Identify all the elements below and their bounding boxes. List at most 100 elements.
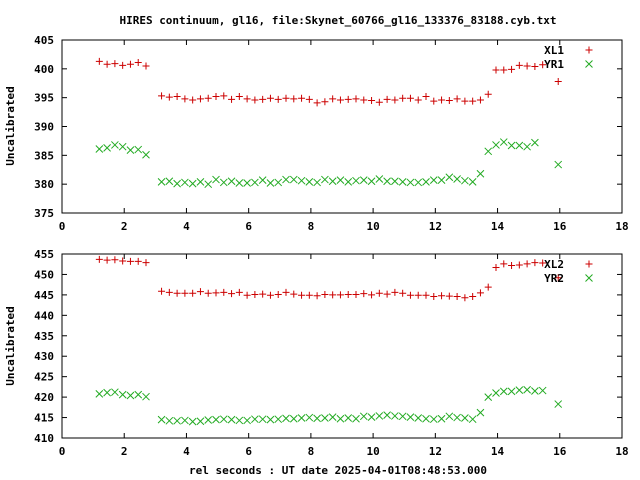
data-point: [476, 169, 485, 178]
x-tick-label: 8: [308, 220, 315, 233]
data-point: [313, 414, 321, 423]
data-point: [305, 178, 314, 186]
x-tick-label: 2: [121, 445, 128, 458]
y-tick-label: 425: [34, 371, 54, 384]
data-point: [523, 62, 531, 70]
data-point: [235, 416, 244, 425]
data-point: [189, 96, 197, 104]
data-point: [453, 95, 461, 103]
data-point: [119, 61, 127, 69]
x-tick-label: 14: [491, 445, 505, 458]
data-point: [243, 95, 251, 103]
data-point: [243, 179, 251, 187]
data-point: [321, 175, 329, 184]
data-point: [383, 290, 391, 298]
data-point: [274, 415, 283, 424]
data-point: [157, 178, 166, 186]
data-point: [95, 389, 104, 398]
data-point: [399, 94, 407, 102]
data-point: [391, 96, 399, 104]
data-point: [321, 290, 329, 298]
data-point: [515, 261, 523, 269]
data-point: [173, 93, 181, 101]
data-point: [313, 292, 321, 300]
data-point: [508, 261, 516, 269]
data-point: [515, 386, 524, 395]
data-point: [367, 177, 376, 186]
x-tick-label: 0: [59, 445, 66, 458]
data-point: [391, 177, 399, 186]
legend-label: YR2: [544, 272, 564, 285]
data-point: [289, 175, 298, 184]
data-point: [258, 176, 267, 184]
data-point: [282, 175, 290, 184]
data-point: [196, 95, 204, 103]
data-point: [461, 414, 469, 422]
data-point: [228, 290, 236, 298]
data-point: [181, 416, 189, 425]
data-point: [134, 145, 143, 154]
data-point: [383, 177, 391, 186]
data-point: [453, 413, 461, 422]
x-tick-label: 10: [366, 220, 379, 233]
data-point: [406, 94, 414, 102]
data-point: [484, 283, 492, 291]
data-point: [111, 141, 119, 149]
data-point: [282, 288, 290, 296]
data-point: [142, 62, 150, 70]
data-point: [181, 95, 189, 103]
data-point: [142, 259, 150, 267]
data-point: [375, 289, 383, 297]
data-point: [422, 178, 430, 186]
data-point: [360, 290, 368, 298]
data-point: [352, 414, 360, 423]
data-point: [437, 414, 446, 423]
data-point: [414, 291, 422, 299]
data-point: [414, 414, 423, 422]
data-point: [157, 415, 166, 424]
x-tick-label: 16: [553, 220, 567, 233]
data-point: [118, 390, 127, 399]
data-point: [274, 178, 283, 187]
data-point: [305, 291, 313, 299]
data-point: [266, 291, 274, 299]
data-point: [266, 94, 274, 102]
data-point: [445, 292, 453, 300]
data-point: [445, 412, 454, 421]
data-point: [188, 179, 197, 188]
data-point: [290, 290, 298, 298]
data-point: [329, 95, 337, 103]
data-point: [430, 293, 438, 301]
data-point: [328, 413, 337, 422]
data-point: [414, 96, 422, 104]
data-point: [336, 96, 344, 104]
data-point: [352, 290, 360, 298]
y-axis-label: Uncalibrated: [4, 86, 17, 165]
top-panel: 0 2 4 6 8 10 12 14 16 18 375 380 385 390 395 400 405 Unca…: [4, 34, 629, 233]
data-point: [95, 57, 103, 65]
data-point: [126, 257, 134, 265]
data-point: [523, 260, 531, 268]
data-point: [336, 414, 345, 423]
data-point: [461, 176, 469, 185]
x-tick-label: 8: [308, 445, 315, 458]
data-point: [219, 178, 228, 187]
data-point: [508, 65, 516, 73]
data-point: [235, 179, 244, 187]
data-point: [539, 259, 547, 267]
data-point: [531, 387, 539, 395]
chart-title: HIRES continuum, gl16, file:Skynet_60766…: [119, 14, 556, 27]
data-point: [204, 180, 213, 189]
legend-label: XL1: [544, 44, 564, 57]
y-tick-label: 440: [34, 309, 54, 322]
data-point: [406, 413, 415, 422]
data-point: [251, 96, 259, 104]
data-point: [298, 94, 306, 102]
data-point: [196, 288, 204, 296]
data-point: [297, 414, 306, 422]
y-tick-label: 395: [34, 92, 54, 105]
data-point: [344, 414, 353, 422]
y-tick-label: 435: [34, 330, 54, 343]
data-point: [523, 142, 531, 151]
data-point: [235, 288, 243, 296]
